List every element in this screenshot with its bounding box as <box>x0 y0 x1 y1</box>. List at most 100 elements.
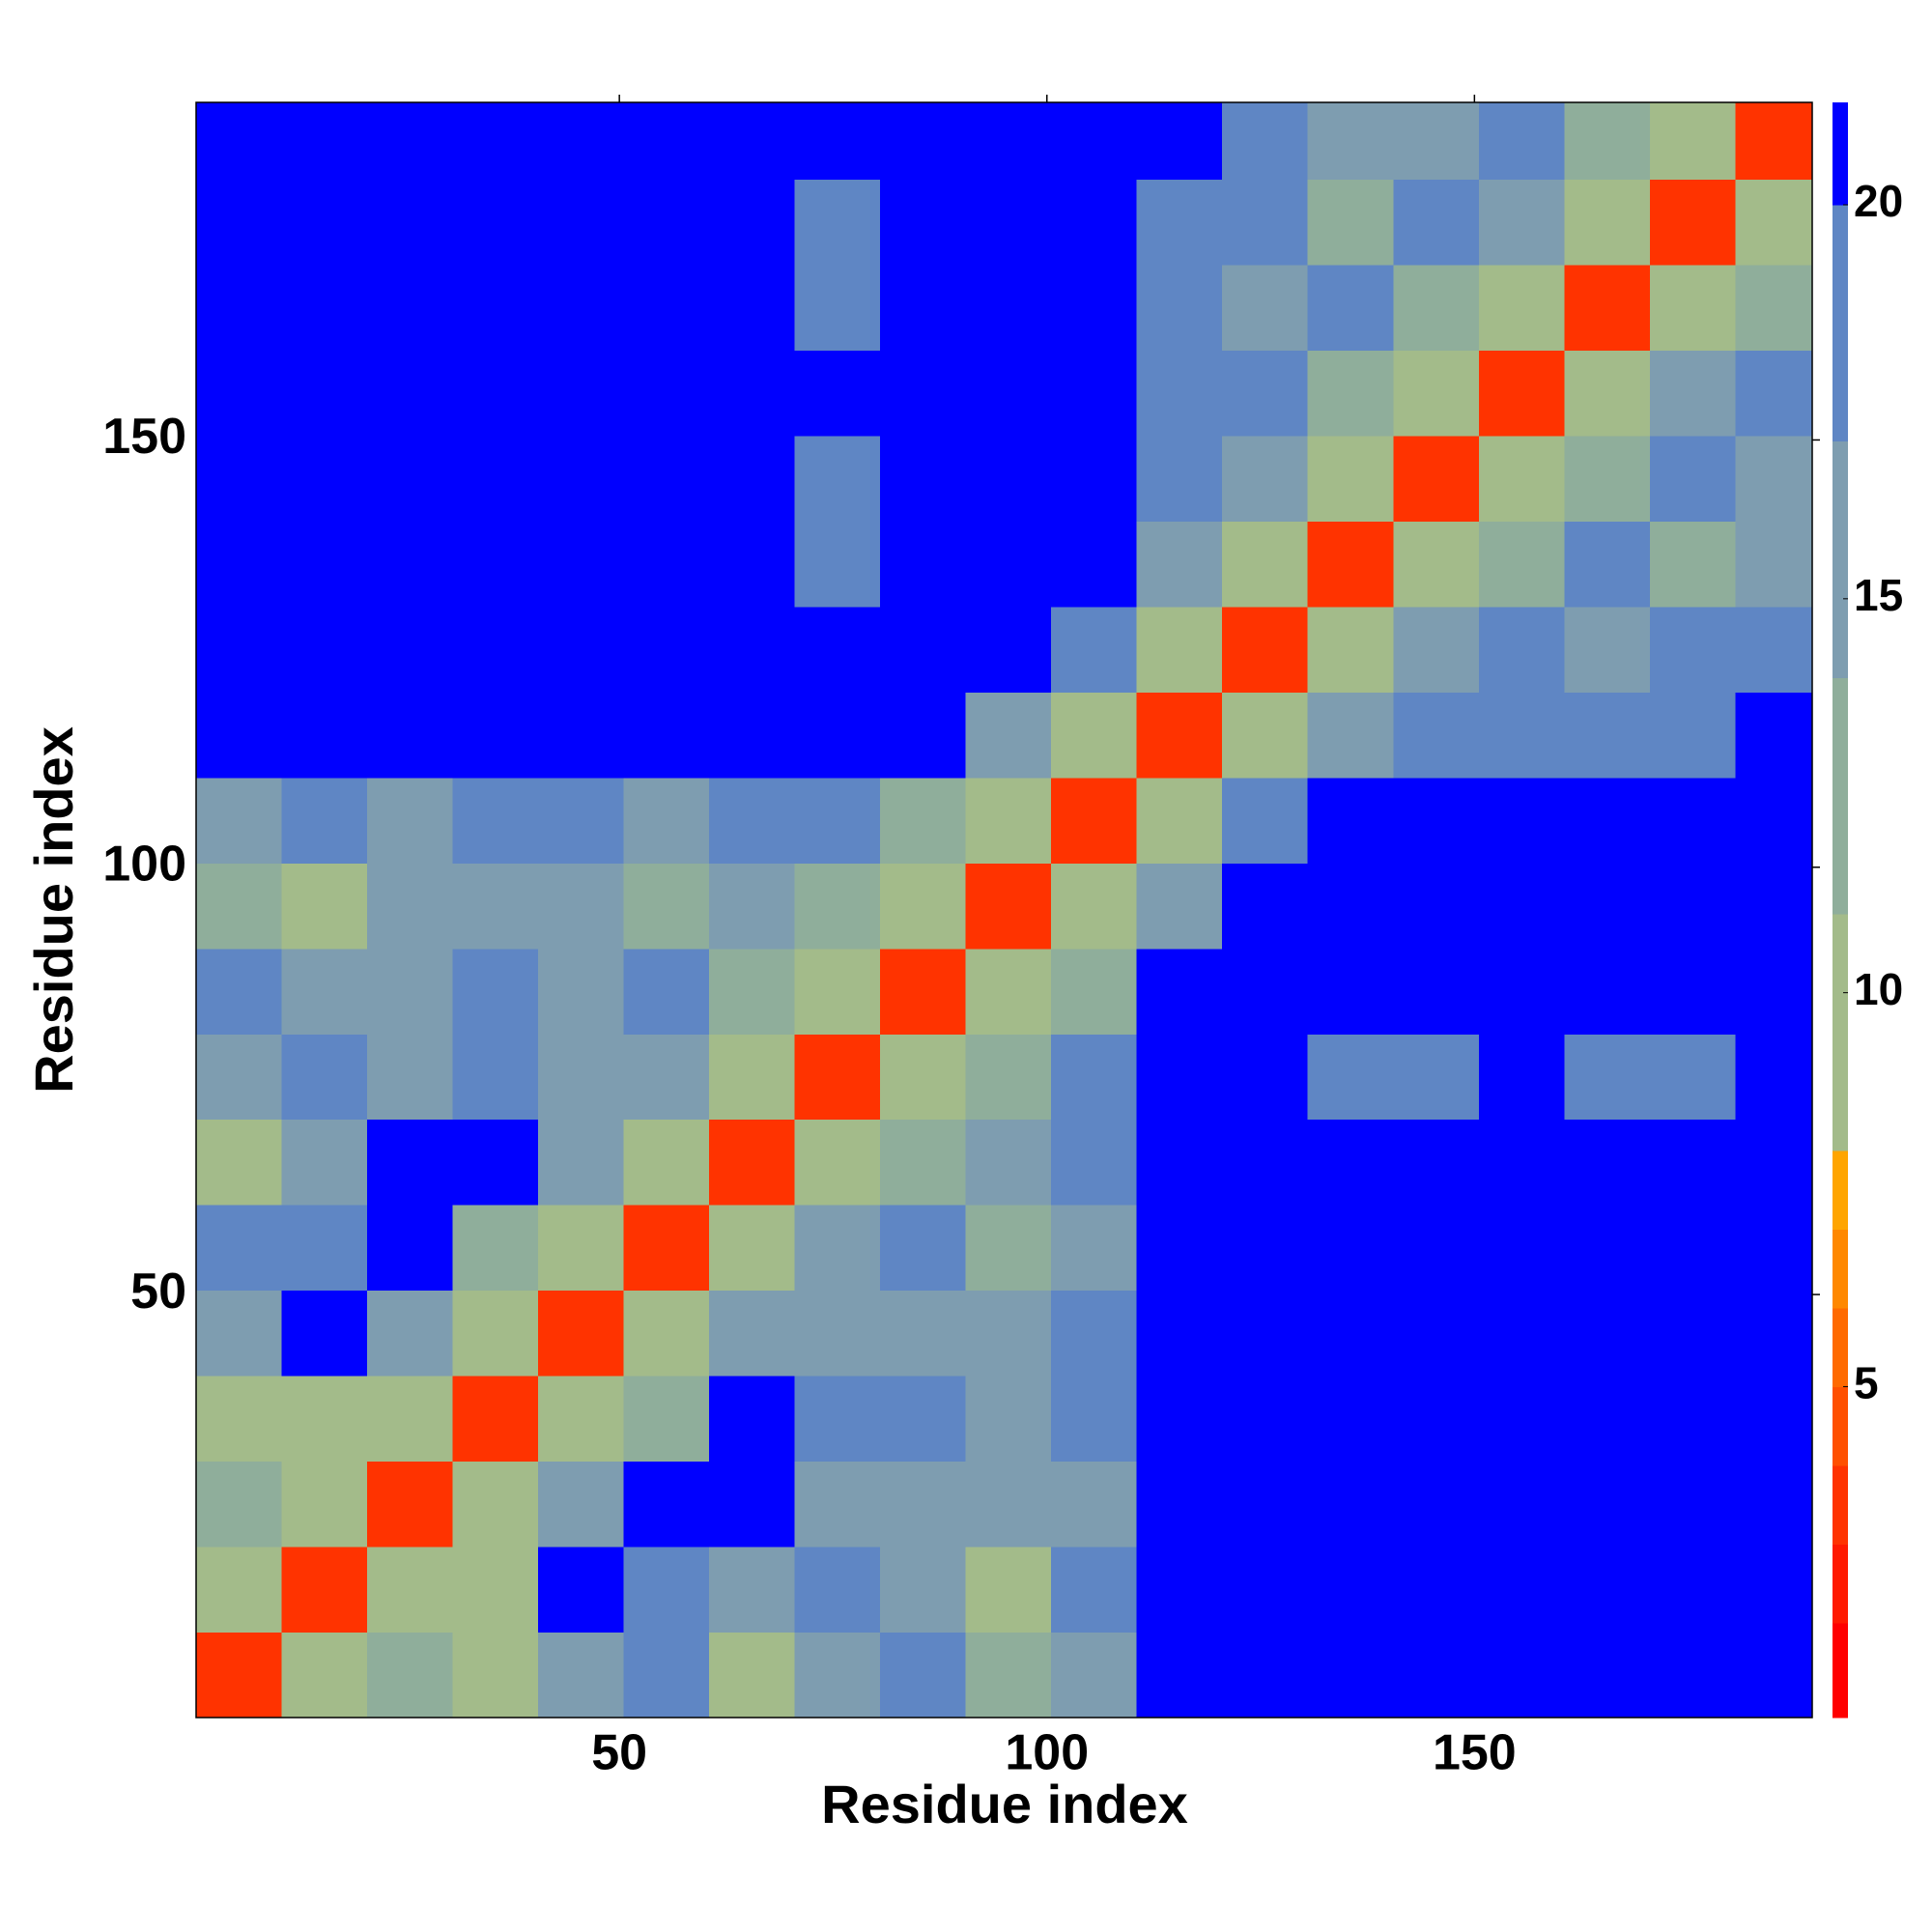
heatmap-cell <box>1478 1034 1565 1121</box>
heatmap-cell <box>367 1290 454 1377</box>
colorbar-tick-label: 10 <box>1854 964 1903 1014</box>
heatmap-cell <box>623 1034 710 1121</box>
heatmap-cell <box>623 863 710 950</box>
heatmap-cell <box>367 265 454 352</box>
heatmap-cell <box>1307 179 1394 266</box>
heatmap-cell <box>1735 436 1813 522</box>
heatmap-cell <box>367 1034 454 1121</box>
heatmap-cell <box>538 350 625 437</box>
heatmap-cell <box>1735 1547 1813 1634</box>
heatmap-cell <box>1307 1547 1394 1634</box>
heatmap-cell <box>281 1547 368 1634</box>
heatmap-cell <box>1735 1376 1813 1463</box>
heatmap-cell <box>709 777 796 864</box>
heatmap-cell <box>794 1290 881 1377</box>
heatmap-cell <box>1222 1547 1309 1634</box>
heatmap-cell <box>281 1034 368 1121</box>
heatmap-cell <box>1649 350 1736 437</box>
x-axis-title: Residue index <box>821 1774 1188 1834</box>
heatmap-cell <box>709 863 796 950</box>
heatmap-cell <box>1051 179 1138 266</box>
heatmap-cell <box>1478 606 1565 693</box>
heatmap-cell <box>1478 1290 1565 1377</box>
heatmap-cell <box>965 179 1052 266</box>
heatmap-cell <box>880 1461 967 1548</box>
heatmap-cell <box>367 179 454 266</box>
heatmap-cell <box>538 436 625 522</box>
heatmap-cell <box>1393 1461 1480 1548</box>
heatmap-cell <box>709 948 796 1035</box>
heatmap-cell <box>538 1290 625 1377</box>
heatmap-cell <box>1222 1119 1309 1206</box>
heatmap-cell <box>1478 948 1565 1035</box>
heatmap-cell <box>709 179 796 266</box>
heatmap-cell <box>1136 777 1223 864</box>
heatmap-cell <box>1478 179 1565 266</box>
heatmap-cell <box>1307 265 1394 352</box>
heatmap-cell <box>965 777 1052 864</box>
y-axis-title: Residue index <box>23 726 84 1094</box>
heatmap-cell <box>794 1632 881 1719</box>
heatmap-cell <box>1222 1376 1309 1463</box>
heatmap-cell <box>1393 436 1480 522</box>
heatmap-cell <box>1564 1461 1651 1548</box>
heatmap-cell <box>1051 102 1138 181</box>
colorbar-segment <box>1833 1544 1848 1624</box>
heatmap-cell <box>452 1119 539 1206</box>
heatmap-cell <box>880 350 967 437</box>
heatmap-cell <box>1136 1290 1223 1377</box>
heatmap-cell <box>281 265 368 352</box>
heatmap-cell <box>623 1547 710 1634</box>
y-tick-label: 150 <box>102 409 186 465</box>
heatmap-cell <box>880 1119 967 1206</box>
heatmap-cell <box>1735 606 1813 693</box>
heatmap-cell <box>1735 265 1813 352</box>
heatmap-cell <box>709 1461 796 1548</box>
heatmap-cell <box>794 606 881 693</box>
heatmap-cell <box>794 1034 881 1121</box>
heatmap-cell <box>1735 102 1813 181</box>
heatmap-cell <box>281 1119 368 1206</box>
heatmap-cell <box>367 863 454 950</box>
heatmap-cell <box>709 1547 796 1634</box>
heatmap-cell <box>1735 1461 1813 1548</box>
heatmap-cell <box>1051 1290 1138 1377</box>
heatmap-cell <box>281 692 368 779</box>
heatmap-cell <box>1564 521 1651 608</box>
heatmap-cell <box>281 948 368 1035</box>
heatmap-cell <box>538 265 625 352</box>
heatmap-cell <box>1564 1119 1651 1206</box>
heatmap-cell <box>1222 1290 1309 1377</box>
colorbar-segment <box>1833 914 1848 1151</box>
heatmap-cell <box>880 1632 967 1719</box>
heatmap-cell <box>965 1205 1052 1292</box>
heatmap-cell <box>623 1119 710 1206</box>
heatmap-cell <box>452 1290 539 1377</box>
heatmap-cell <box>1136 1632 1223 1719</box>
heatmap-cell <box>623 350 710 437</box>
heatmap-cell <box>196 948 283 1035</box>
heatmap-cell <box>1307 102 1394 181</box>
heatmap-cell <box>709 265 796 352</box>
heatmap-cell <box>965 692 1052 779</box>
colorbar-segment <box>1833 440 1848 678</box>
heatmap-cell <box>794 1376 881 1463</box>
heatmap-cell <box>1393 1632 1480 1719</box>
heatmap-cell <box>1478 1119 1565 1206</box>
heatmap-cell <box>965 350 1052 437</box>
heatmap-cell <box>709 606 796 693</box>
heatmap-cell <box>1307 350 1394 437</box>
heatmap-cell <box>1136 179 1223 266</box>
heatmap-cell <box>1735 1290 1813 1377</box>
heatmap-cell <box>1735 1205 1813 1292</box>
colorbar-tick-label: 15 <box>1854 570 1903 620</box>
heatmap-cell <box>880 777 967 864</box>
heatmap-cell <box>1136 1461 1223 1548</box>
heatmap-cell <box>1393 350 1480 437</box>
heatmap-cell <box>623 692 710 779</box>
heatmap-cell <box>538 1376 625 1463</box>
heatmap-cell <box>1393 1034 1480 1121</box>
heatmap-cell <box>880 863 967 950</box>
heatmap-cell <box>1307 692 1394 779</box>
colorbar-segment <box>1833 1623 1848 1719</box>
